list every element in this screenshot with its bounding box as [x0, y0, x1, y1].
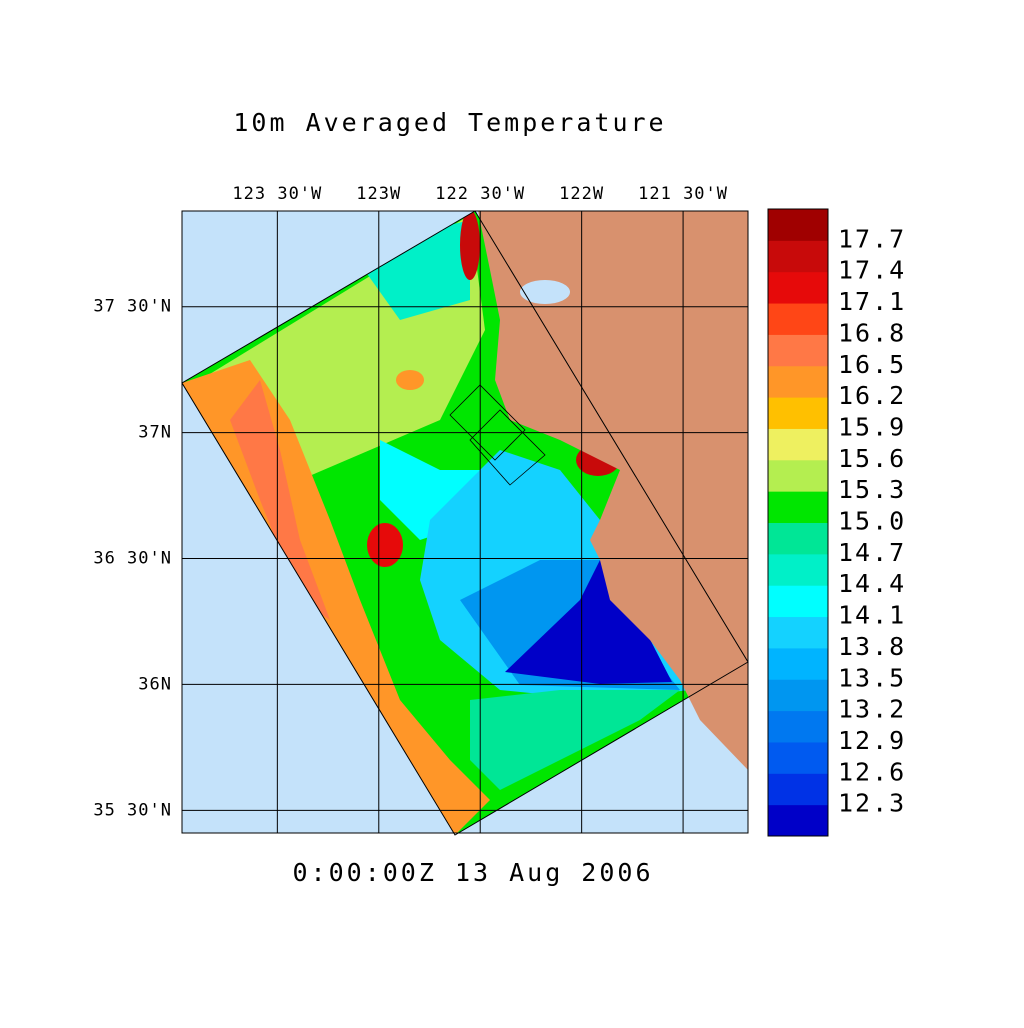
colorbar-box [768, 365, 828, 398]
colorbar-label: 12.3 [838, 789, 906, 818]
lon-label: 123W [356, 184, 401, 204]
colorbar-label: 17.1 [838, 287, 906, 316]
inner-box [469, 409, 546, 486]
lon-label: 121 30'W [638, 184, 728, 204]
inner-box [449, 384, 526, 461]
colorbar-box [768, 741, 828, 774]
colorbar-label: 16.2 [838, 381, 906, 410]
colorbar-label: 13.5 [838, 663, 906, 692]
colorbar-label: 13.2 [838, 695, 906, 724]
lat-label: 36N [138, 674, 172, 694]
plot-frame [181, 210, 749, 834]
lon-label: 122 30'W [435, 184, 525, 204]
colorbar-label: 15.3 [838, 475, 906, 504]
colorbar-label: 15.6 [838, 444, 906, 473]
colorbar-label: 15.0 [838, 507, 906, 536]
colorbar-box [768, 240, 828, 273]
colorbar-label: 12.9 [838, 726, 906, 755]
map [182, 211, 748, 833]
colorbar-box [768, 209, 828, 241]
colorbar-label: 14.4 [838, 569, 906, 598]
colorbar-box [768, 491, 828, 523]
lat-label: 37N [138, 423, 172, 443]
land [478, 211, 748, 770]
colorbar-box [768, 428, 828, 461]
graticule: 123 30'W 123W 122 30'W 122W 121 30'W 35 30'N 3… [93, 184, 748, 833]
bay [520, 280, 570, 304]
colorbar-label: 16.8 [838, 318, 906, 347]
colorbar-box [768, 553, 828, 586]
lat-label: 36 30'N [93, 549, 172, 569]
colorbar-box [768, 616, 828, 649]
colorbar-box [768, 710, 828, 743]
colorbar: 12.3 12.612.913.2 13.513.814.1 14.414.715.0… [767, 208, 906, 837]
colorbar-box [768, 773, 828, 806]
lon-label: 123 30'W [232, 184, 322, 204]
colorbar-frame [767, 208, 829, 837]
colorbar-label: 17.4 [838, 256, 906, 285]
lon-label: 122W [559, 184, 604, 204]
colorbar-box [768, 647, 828, 680]
lat-label: 35 30'N [93, 800, 172, 820]
timestamp: 0:00:00Z 13 Aug 2006 [292, 858, 653, 887]
colorbar-box [768, 459, 828, 492]
colorbar-box [768, 679, 828, 712]
colorbar-box [768, 303, 828, 335]
colorbar-box [768, 804, 828, 837]
colorbar-label: 17.7 [838, 224, 906, 253]
colorbar-label: 13.8 [838, 632, 906, 661]
colorbar-box [768, 522, 828, 555]
colorbar-box [768, 334, 828, 367]
title: 10m Averaged Temperature [233, 108, 666, 137]
colorbar-box [768, 585, 828, 618]
colorbar-label: 16.5 [838, 350, 906, 379]
lat-label: 37 30'N [93, 297, 172, 317]
colorbar-box [768, 397, 828, 429]
colorbar-label: 12.6 [838, 757, 906, 786]
colorbar-label: 15.9 [838, 412, 906, 441]
colorbar-label: 14.1 [838, 601, 906, 630]
colorbar-box [768, 271, 828, 304]
colorbar-label: 14.7 [838, 538, 906, 567]
